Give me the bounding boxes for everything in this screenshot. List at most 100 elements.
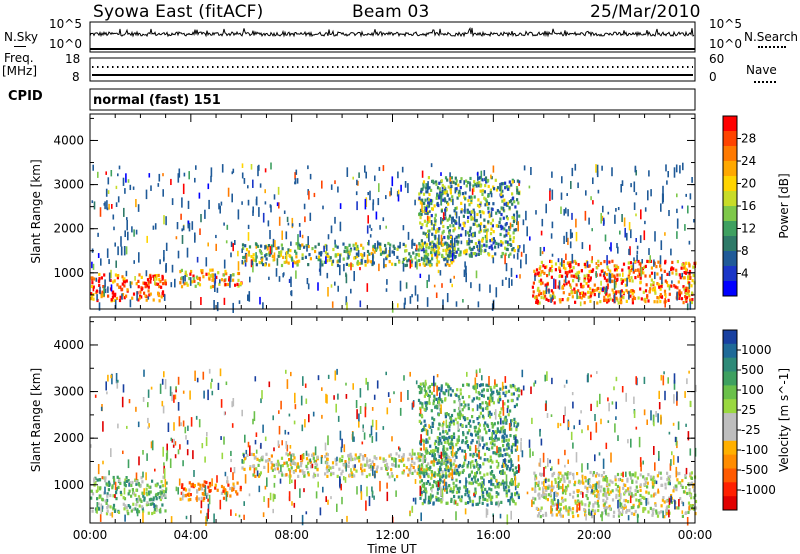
power-echo-cell (116, 283, 119, 287)
power-echo-cell (420, 248, 423, 252)
power-echo-cell (468, 195, 471, 199)
velocity-echo-cell (132, 492, 136, 496)
velocity-echo-cell (554, 478, 557, 482)
velocity-echo-cell (551, 513, 554, 517)
velocity-echo-cell (434, 439, 437, 443)
velocity-echo-cell (431, 484, 434, 488)
velocity-echo-cell (658, 471, 661, 475)
power-echo-cell (402, 242, 405, 246)
velocity-echo-cell (504, 376, 507, 383)
velocity-echo-cell (672, 455, 675, 465)
power-echo-cell (469, 176, 472, 181)
velocity-echo-cell (445, 429, 448, 434)
power-echo-cell (219, 279, 221, 284)
power-echo-cell (157, 291, 160, 295)
power-echo-cell (144, 294, 147, 298)
velocity-echo-cell (483, 473, 486, 477)
power-echo-cell (580, 296, 583, 300)
velocity-echo-cell (427, 467, 430, 471)
power-echo-cell (334, 216, 336, 224)
velocity-echo-cell (447, 469, 450, 473)
power-echo-cell (433, 251, 436, 255)
power-echo-cell (297, 244, 300, 248)
velocity-echo-cell (493, 422, 496, 426)
power-echo-cell (658, 285, 661, 289)
velocity-echo-cell (181, 483, 184, 487)
power-echo-cell (135, 229, 138, 235)
velocity-echo-cell (439, 475, 442, 479)
power-echo-cell (183, 172, 186, 177)
velocity-echo-cell (428, 401, 431, 405)
velocity-echo-cell (142, 471, 144, 478)
power-echo-cell (122, 177, 125, 186)
velocity-echo-cell (675, 484, 678, 488)
power-echo-cell (543, 290, 546, 294)
velocity-echo-cell (152, 498, 155, 502)
velocity-echo-cell (479, 403, 482, 407)
velocity-echo-cell (252, 464, 256, 468)
velocity-echo-cell (497, 398, 500, 402)
velocity-echo-cell (413, 461, 416, 465)
power-echo-cell (118, 298, 122, 303)
power-echo-cell (562, 263, 565, 268)
velocity-echo-cell (475, 371, 478, 378)
power-echo-cell (481, 192, 484, 196)
power-echo-cell (277, 254, 280, 258)
velocity-echo-cell (467, 403, 470, 407)
power-echo-cell (375, 211, 378, 220)
power-echo-cell (439, 191, 442, 195)
power-echo-cell (675, 268, 678, 272)
velocity-echo-cell (654, 503, 657, 507)
power-echo-cell (455, 206, 458, 210)
velocity-echo-cell (596, 501, 599, 506)
power-echo-cell (491, 303, 494, 312)
velocity-echo-cell (468, 395, 471, 399)
velocity-echo-cell (136, 500, 139, 504)
velocity-echo-cell (301, 453, 304, 462)
power-echo-cell (104, 201, 106, 210)
velocity-echo-cell (182, 390, 185, 394)
velocity-echo-cell (286, 379, 289, 389)
power-echo-cell (681, 263, 684, 267)
power-echo-cell (425, 262, 428, 266)
velocity-echo-cell (499, 446, 502, 451)
power-echo-cell (430, 253, 434, 257)
power-echo-cell (473, 187, 475, 192)
power-echo-cell (466, 209, 469, 213)
velocity-echo-cell (442, 420, 445, 424)
velocity-echo-cell (456, 412, 460, 416)
power-echo-cell (641, 259, 643, 264)
velocity-echo-cell (433, 459, 436, 463)
power-echo-cell (470, 200, 473, 205)
velocity-echo-cell (454, 500, 457, 505)
velocity-echo-cell (438, 403, 440, 408)
velocity-echo-cell (159, 485, 162, 489)
velocity-echo-cell (507, 485, 510, 489)
velocity-echo-cell (631, 492, 633, 498)
velocity-echo-cell (479, 482, 482, 486)
velocity-echo-cell (437, 386, 440, 391)
power-echo-cell (199, 228, 201, 236)
velocity-echo-cell (472, 420, 475, 424)
power-echo-cell (650, 283, 653, 287)
velocity-echo-cell (320, 455, 323, 459)
velocity-echo-cell (139, 483, 142, 488)
power-echo-cell (546, 274, 549, 278)
velocity-echo-cell (281, 440, 283, 446)
velocity-echo-cell (642, 475, 645, 479)
power-echo-cell (570, 274, 573, 278)
velocity-echo-cell (481, 436, 484, 440)
velocity-echo-cell (455, 484, 458, 488)
power-echo-cell (625, 299, 628, 303)
velocity-echo-cell (660, 510, 663, 514)
power-echo-cell (207, 272, 211, 276)
power-echo-cell (369, 234, 372, 238)
velocity-echo-cell (420, 414, 423, 418)
velocity-echo-cell (500, 407, 503, 411)
power-echo-cell (357, 180, 359, 186)
velocity-echo-cell (478, 397, 481, 401)
velocity-echo-cell (551, 472, 554, 477)
power-echo-cell (189, 272, 192, 276)
velocity-echo-cell (143, 488, 145, 495)
velocity-echo-cell (603, 487, 606, 491)
